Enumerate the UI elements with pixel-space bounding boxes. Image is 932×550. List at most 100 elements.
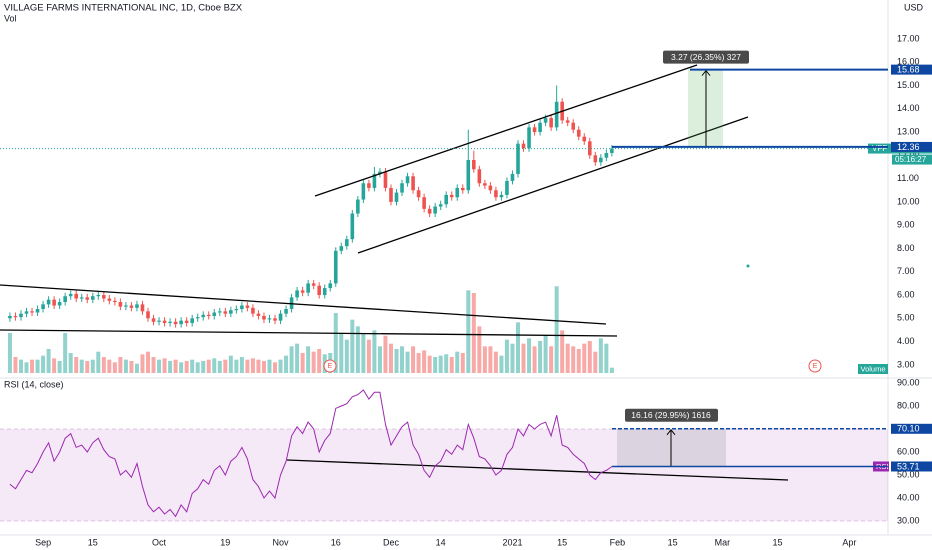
candle-body — [599, 157, 603, 163]
rsi-tick-label: 80.00 — [897, 400, 920, 410]
candle-body — [317, 285, 321, 296]
candle-body — [444, 194, 449, 205]
volume-bar — [488, 346, 493, 373]
measure-label: 3.27 (26.35%) 327 — [671, 52, 741, 62]
volume-bar — [184, 361, 189, 373]
candle-body — [52, 299, 56, 306]
volume-bar — [140, 354, 145, 373]
volume-bar — [554, 286, 559, 373]
rsi-measure-arrowhead — [666, 429, 676, 436]
candle-body — [245, 305, 250, 308]
candle-body — [96, 295, 101, 297]
volume-bar — [576, 349, 581, 373]
volume-bar — [217, 361, 222, 373]
countdown: 05:16:27 — [895, 155, 927, 164]
volume-bar — [549, 346, 554, 373]
volume-bar — [134, 363, 139, 373]
volume-bar — [355, 326, 360, 373]
rsi-tick-label: 60.00 — [897, 446, 920, 456]
volume-bar — [85, 361, 90, 373]
candle-body — [102, 295, 106, 299]
volume-bar — [41, 355, 46, 373]
volume-bar — [532, 346, 537, 373]
candle-body — [433, 206, 437, 214]
volume-bar — [212, 358, 217, 373]
volume-bar — [228, 355, 233, 373]
chart-title: VILLAGE FARMS INTERNATIONAL INC, 1D, Cbo… — [4, 3, 243, 14]
y-tick-label: 8.00 — [897, 243, 915, 253]
volume-bar — [250, 358, 255, 373]
volume-bar — [112, 362, 117, 373]
volume-bar — [35, 359, 40, 373]
volume-label: Vol — [4, 13, 17, 23]
y-tick-label: 4.00 — [897, 336, 915, 346]
volume-bar — [256, 359, 261, 373]
volume-bar — [13, 357, 18, 373]
volume-bar — [560, 330, 565, 373]
dot — [746, 264, 750, 268]
channel-lower — [357, 116, 749, 254]
volume-bar — [466, 290, 471, 373]
candle-body — [256, 313, 261, 316]
rsi-line — [9, 389, 613, 518]
trend-line — [0, 284, 607, 325]
volume-bar — [521, 343, 526, 373]
x-tick-label: 15 — [773, 537, 783, 547]
price-line-label: 12.36 — [897, 142, 920, 152]
rsi-level-tag — [891, 423, 932, 434]
volume-bar — [361, 333, 366, 373]
candle-body — [565, 120, 570, 123]
candle-body — [146, 311, 150, 319]
y-tick-label: 3.00 — [897, 359, 915, 369]
volume-bar — [538, 341, 543, 373]
candle-body — [322, 288, 327, 296]
candle-body — [543, 118, 548, 123]
candle-body — [610, 148, 614, 153]
candle-body — [477, 169, 482, 184]
y-tick-label: 15.00 — [897, 80, 920, 90]
volume-bar — [107, 359, 112, 373]
candle-body — [157, 320, 161, 322]
candle-body — [378, 171, 382, 174]
candle-body — [333, 250, 338, 284]
candle-body — [273, 318, 277, 321]
candle-body — [510, 173, 515, 181]
volume-bar — [129, 361, 134, 373]
candle-body — [554, 101, 559, 128]
candle-body — [488, 185, 493, 191]
measure-arrowhead — [701, 69, 711, 76]
volume-bar — [543, 335, 548, 373]
price-line-tag — [891, 64, 932, 75]
volume-bar — [444, 354, 449, 373]
candle-body — [499, 194, 504, 198]
candle-body — [483, 183, 487, 186]
volume-bar — [173, 359, 178, 373]
candle-body — [30, 311, 34, 313]
candle-body — [455, 187, 460, 198]
volume-bar — [499, 355, 504, 373]
candle-body — [284, 309, 288, 314]
volume-bar — [598, 338, 603, 373]
volume-bar — [157, 359, 162, 373]
volume-bar — [278, 359, 283, 373]
volume-bar — [195, 362, 200, 373]
candle-body — [13, 315, 18, 318]
candle-body — [383, 171, 388, 188]
candle-body — [350, 213, 355, 240]
volume-bar — [306, 346, 311, 373]
volume-bar — [416, 353, 421, 373]
volume-bar — [493, 351, 498, 373]
y-tick-label: 9.00 — [897, 220, 915, 230]
channel-upper — [314, 64, 698, 197]
volume-bar — [18, 359, 23, 373]
candle-body — [195, 317, 200, 319]
volume-bar — [74, 357, 79, 373]
candle-body — [19, 313, 23, 318]
volume-bar — [482, 346, 487, 373]
y-tick-label: 14.00 — [897, 103, 920, 113]
candle-body — [267, 318, 272, 320]
last-price-name: VFF — [872, 144, 887, 153]
candle-body — [361, 183, 366, 200]
volume-bar — [460, 353, 465, 373]
